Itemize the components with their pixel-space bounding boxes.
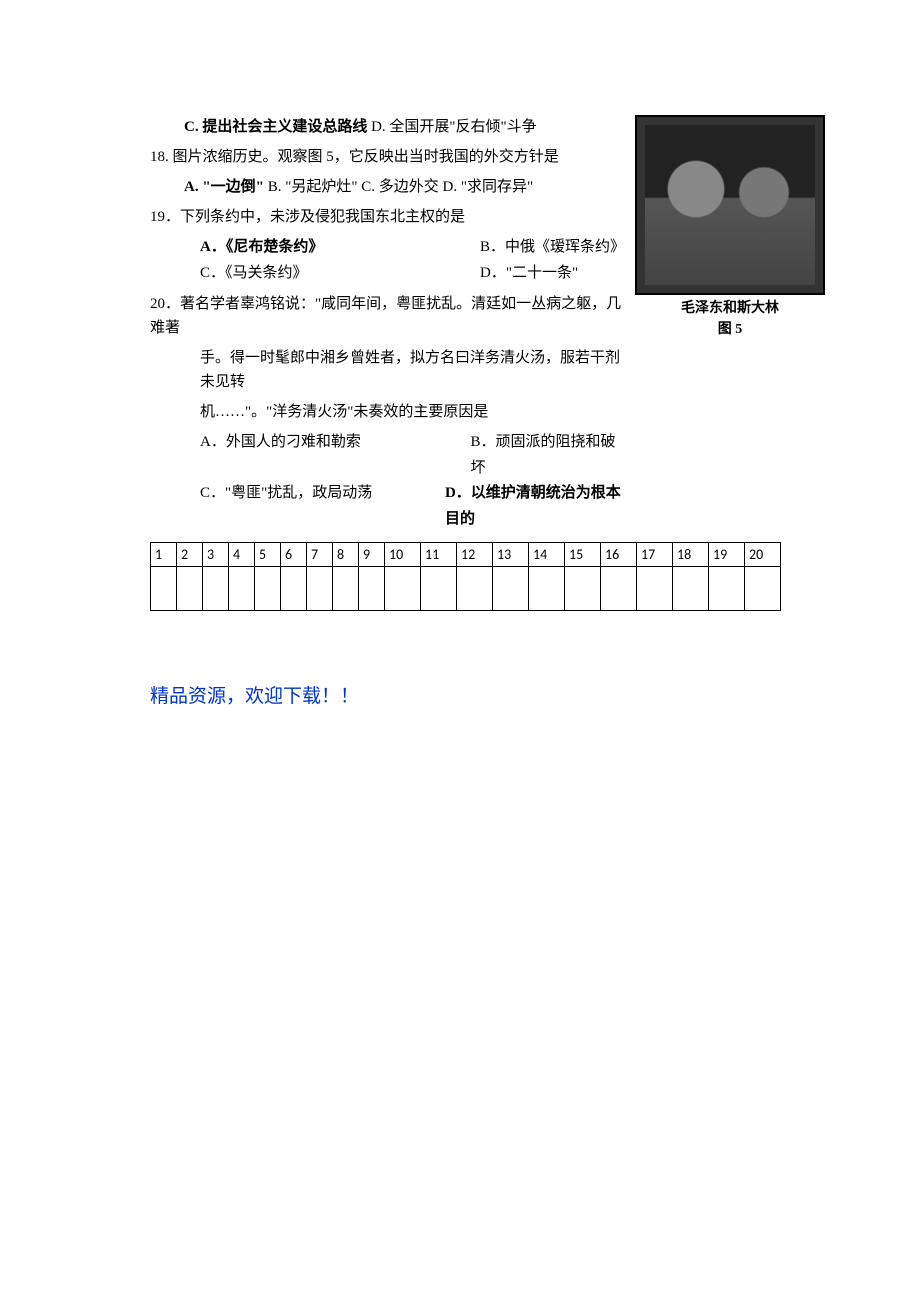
q20-options: A．外国人的刁难和勒索 B．顽固派的阻挠和破坏 C．"粤匪"扰乱，政局动荡 D．… bbox=[150, 430, 625, 532]
image-caption: 毛泽东和斯大林 图 5 bbox=[635, 298, 825, 340]
image-column: 毛泽东和斯大林 图 5 bbox=[635, 115, 825, 538]
photo-mao-stalin bbox=[635, 115, 825, 295]
q19-a: A．《尼布楚条约》 bbox=[200, 235, 480, 261]
col-18: 18 bbox=[673, 543, 709, 567]
table-answer-row bbox=[151, 567, 781, 611]
ans-12 bbox=[457, 567, 493, 611]
ans-19 bbox=[709, 567, 745, 611]
col-5: 5 bbox=[255, 543, 281, 567]
ans-3 bbox=[203, 567, 229, 611]
ans-13 bbox=[493, 567, 529, 611]
ans-17 bbox=[637, 567, 673, 611]
col-2: 2 bbox=[177, 543, 203, 567]
text-column: C. 提出社会主义建设总路线 D. 全国开展"反右倾"斗争 18. 图片浓缩历史… bbox=[150, 115, 625, 538]
ans-4 bbox=[229, 567, 255, 611]
col-15: 15 bbox=[565, 543, 601, 567]
col-4: 4 bbox=[229, 543, 255, 567]
q19-options: A．《尼布楚条约》 B．中俄《瑷珲条约》 C．《马关条约》 D．"二十一条" bbox=[150, 235, 625, 286]
q20-line3: 机……"。"洋务清火汤"未奏效的主要原因是 bbox=[150, 400, 625, 424]
ans-14 bbox=[529, 567, 565, 611]
col-14: 14 bbox=[529, 543, 565, 567]
ans-5 bbox=[255, 567, 281, 611]
table-header-row: 1 2 3 4 5 6 7 8 9 10 11 12 13 14 15 16 1… bbox=[151, 543, 781, 567]
ans-6 bbox=[281, 567, 307, 611]
q17-d: D. 全国开展"反右倾"斗争 bbox=[371, 119, 537, 135]
q18-stem: 18. 图片浓缩历史。观察图 5，它反映出当时我国的外交方针是 bbox=[150, 145, 625, 169]
q18-a: A. "一边倒" bbox=[184, 179, 264, 195]
col-17: 17 bbox=[637, 543, 673, 567]
q20-c: C．"粤匪"扰乱，政局动荡 bbox=[200, 481, 445, 532]
col-16: 16 bbox=[601, 543, 637, 567]
ans-1 bbox=[151, 567, 177, 611]
col-11: 11 bbox=[421, 543, 457, 567]
q20-line1: 20．著名学者辜鸿铭说："咸同年间，粤匪扰乱。清廷如一丛病之躯，几难著 bbox=[150, 292, 625, 340]
caption-line2: 图 5 bbox=[635, 319, 825, 340]
answer-table: 1 2 3 4 5 6 7 8 9 10 11 12 13 14 15 16 1… bbox=[150, 542, 781, 611]
col-1: 1 bbox=[151, 543, 177, 567]
q18-bcd: B. "另起炉灶" C. 多边外交 D. "求同存异" bbox=[268, 179, 533, 195]
caption-line1: 毛泽东和斯大林 bbox=[635, 298, 825, 319]
q18-options: A. "一边倒" B. "另起炉灶" C. 多边外交 D. "求同存异" bbox=[150, 175, 625, 199]
q17-options-cd: C. 提出社会主义建设总路线 D. 全国开展"反右倾"斗争 bbox=[150, 115, 625, 139]
ans-10 bbox=[385, 567, 421, 611]
ans-11 bbox=[421, 567, 457, 611]
q19-d: D．"二十一条" bbox=[480, 261, 578, 287]
q20-b: B．顽固派的阻挠和破坏 bbox=[470, 430, 625, 481]
ans-16 bbox=[601, 567, 637, 611]
col-7: 7 bbox=[307, 543, 333, 567]
q19-b: B．中俄《瑷珲条约》 bbox=[480, 235, 625, 261]
q19-c: C．《马关条约》 bbox=[200, 261, 480, 287]
col-12: 12 bbox=[457, 543, 493, 567]
col-3: 3 bbox=[203, 543, 229, 567]
col-19: 19 bbox=[709, 543, 745, 567]
q19-stem: 19．下列条约中，未涉及侵犯我国东北主权的是 bbox=[150, 205, 625, 229]
ans-2 bbox=[177, 567, 203, 611]
footer-note: 精品资源，欢迎下载！！ bbox=[150, 681, 825, 708]
ans-20 bbox=[745, 567, 781, 611]
q20-a: A．外国人的刁难和勒索 bbox=[200, 430, 470, 481]
col-8: 8 bbox=[333, 543, 359, 567]
ans-9 bbox=[359, 567, 385, 611]
ans-18 bbox=[673, 567, 709, 611]
col-20: 20 bbox=[745, 543, 781, 567]
col-6: 6 bbox=[281, 543, 307, 567]
ans-7 bbox=[307, 567, 333, 611]
col-9: 9 bbox=[359, 543, 385, 567]
main-row: C. 提出社会主义建设总路线 D. 全国开展"反右倾"斗争 18. 图片浓缩历史… bbox=[150, 115, 825, 538]
col-13: 13 bbox=[493, 543, 529, 567]
q20-line2: 手。得一时髦郎中湘乡曾姓者，拟方名曰洋务清火汤，服若干剂未见转 bbox=[150, 346, 625, 394]
col-10: 10 bbox=[385, 543, 421, 567]
ans-8 bbox=[333, 567, 359, 611]
q20-d: D．以维护清朝统治为根本目的 bbox=[445, 481, 625, 532]
q17-c: C. 提出社会主义建设总路线 bbox=[184, 119, 367, 135]
ans-15 bbox=[565, 567, 601, 611]
